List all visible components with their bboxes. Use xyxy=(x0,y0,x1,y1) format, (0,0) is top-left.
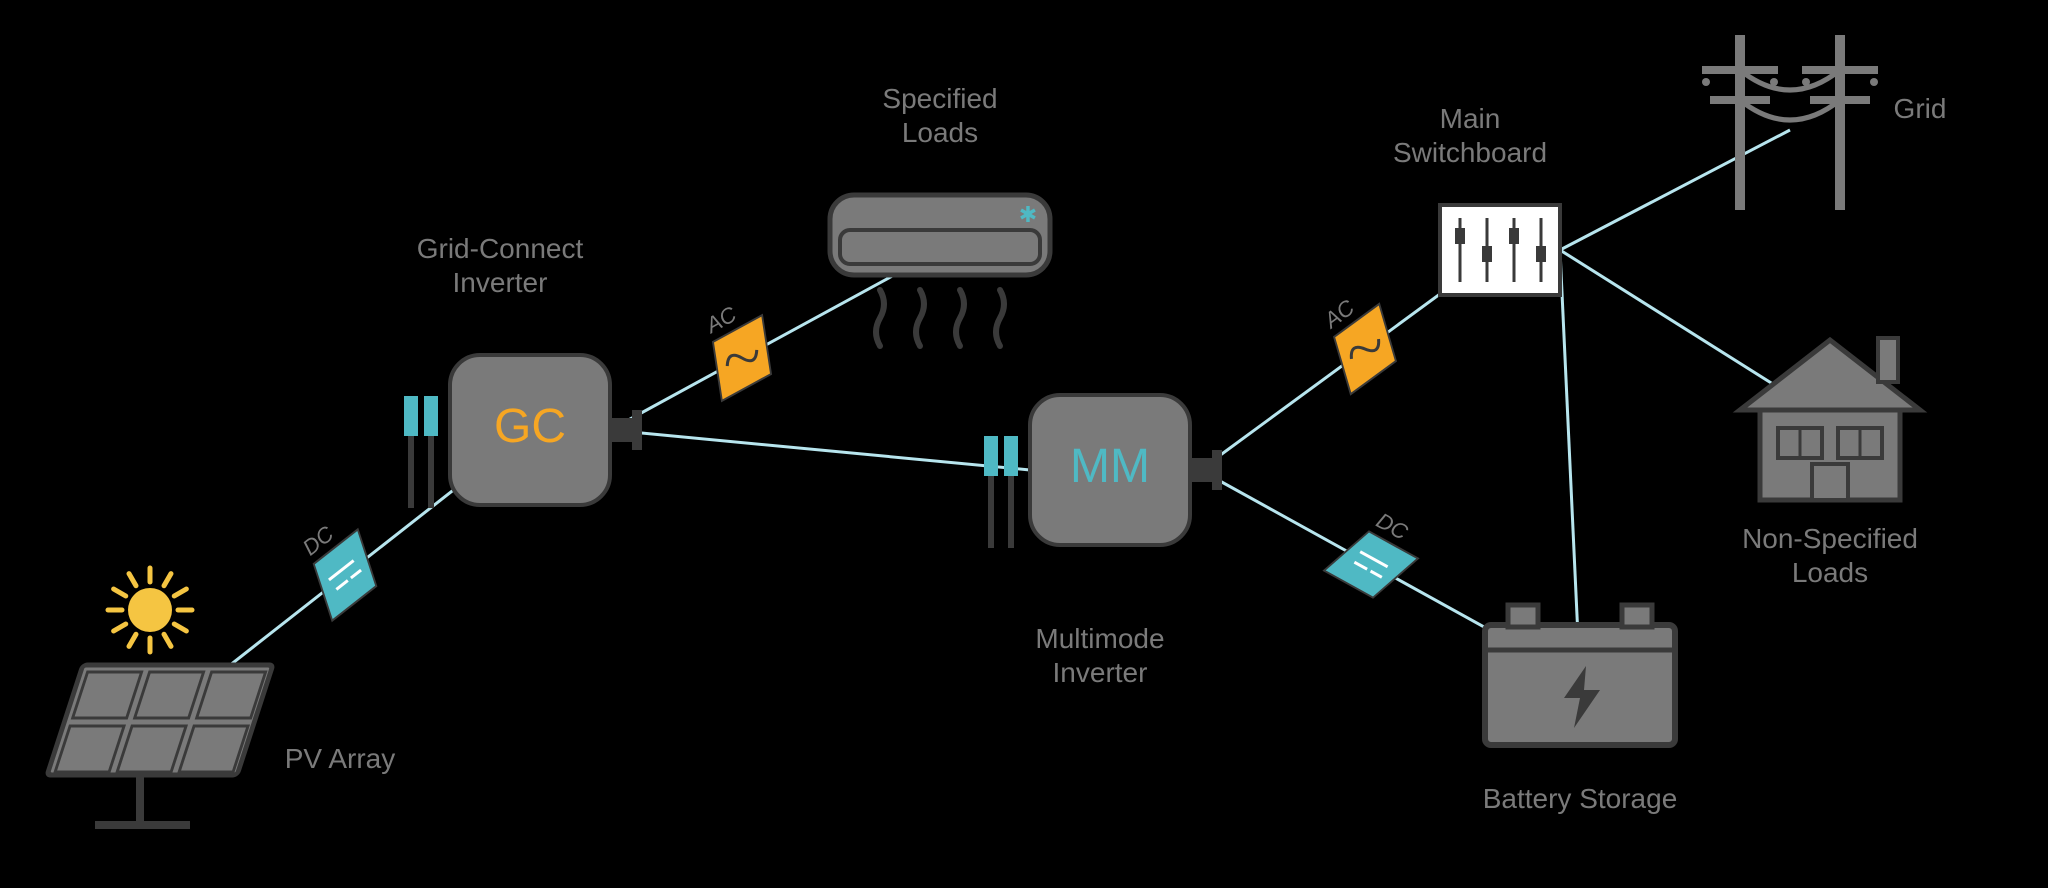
pv-array-icon xyxy=(47,568,273,825)
label-loads: Specified Loads xyxy=(790,82,1090,149)
label-mm: Multimode Inverter xyxy=(950,622,1250,689)
mm-inverter-icon: MM xyxy=(984,395,1222,548)
label-swb: Main Switchboard xyxy=(1320,102,1620,169)
label-battery: Battery Storage xyxy=(1430,782,1730,816)
specified-loads-icon: ✱ xyxy=(830,195,1050,346)
label-pv: PV Array xyxy=(190,742,490,776)
inverter-badge: GC xyxy=(494,400,566,453)
switchboard-icon xyxy=(1440,205,1560,295)
svg-text:✱: ✱ xyxy=(1019,202,1037,227)
battery-icon xyxy=(1485,605,1675,745)
house-icon xyxy=(1740,338,1920,500)
label-grid: Grid xyxy=(1770,92,2048,126)
label-gc: Grid-Connect Inverter xyxy=(350,232,650,299)
gc-inverter-icon: GC xyxy=(404,355,642,508)
edge-gc-mm xyxy=(610,430,1030,470)
edge-swb-battery xyxy=(1560,250,1580,680)
label-house: Non-Specified Loads xyxy=(1680,522,1980,589)
inverter-badge: MM xyxy=(1070,440,1150,493)
